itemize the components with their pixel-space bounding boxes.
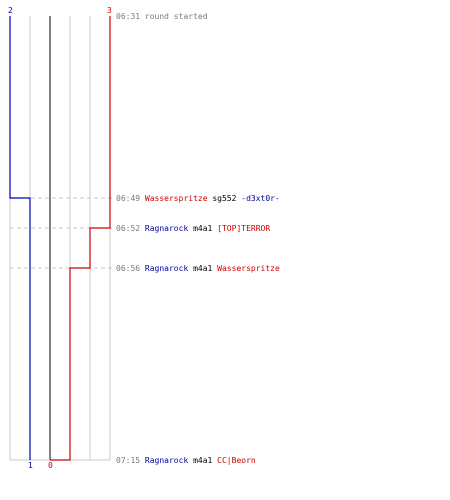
red-end-count: 0 — [48, 461, 53, 470]
event-row: 06:52 Ragnarock m4a1 [TOP]TERROR — [116, 224, 270, 234]
blue-start-count: 2 — [8, 6, 13, 15]
event-player-name: Wasserspritze — [217, 264, 280, 273]
event-player-name: Ragnarock — [144, 456, 189, 465]
event-player-name: Ragnarock — [144, 264, 189, 273]
event-weapon: sg552 — [207, 194, 242, 203]
event-time: 06:31 — [116, 12, 145, 21]
event-row: 06:31 round started — [116, 12, 208, 22]
event-player-name: CC|Beorn — [217, 456, 256, 465]
event-time: 07:15 — [116, 456, 145, 465]
event-time: 06:56 — [116, 264, 145, 273]
event-time: 06:52 — [116, 224, 145, 233]
event-player-name: Ragnarock — [144, 224, 189, 233]
event-player-name: -d3xt0r- — [241, 194, 280, 203]
event-time: 06:49 — [116, 194, 145, 203]
blue-team-line — [9, 16, 31, 460]
event-weapon: m4a1 — [188, 264, 218, 273]
event-row: 06:56 Ragnarock m4a1 Wasserspritze — [116, 264, 280, 274]
red-start-count: 3 — [107, 6, 112, 15]
red-team-line — [50, 16, 111, 461]
event-message: round started — [144, 12, 208, 21]
event-row: 07:15 Ragnarock m4a1 CC|Beorn — [116, 456, 256, 466]
blue-end-count: 1 — [28, 461, 33, 470]
event-player-name: Wasserspritze — [144, 194, 208, 203]
event-weapon: m4a1 — [188, 456, 218, 465]
event-row: 06:49 Wasserspritze sg552 -d3xt0r- — [116, 194, 280, 204]
event-player-name: [TOP]TERROR — [217, 224, 271, 233]
event-weapon: m4a1 — [188, 224, 218, 233]
